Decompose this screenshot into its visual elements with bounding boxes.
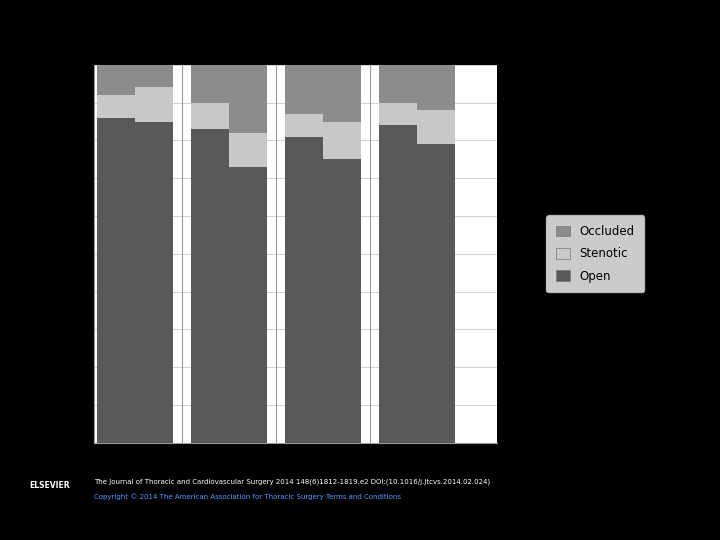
Bar xyxy=(285,137,323,443)
Bar xyxy=(417,144,455,443)
Bar xyxy=(229,167,267,443)
Bar xyxy=(97,65,135,95)
Bar xyxy=(417,110,455,144)
Text: Figure 3: Figure 3 xyxy=(329,19,391,34)
Bar xyxy=(285,65,323,114)
Text: The Journal of Thoracic and Cardiovascular Surgery 2014 148(6)1812-1819.e2 DOI:(: The Journal of Thoracic and Cardiovascul… xyxy=(94,478,490,485)
Bar xyxy=(323,159,361,443)
Bar xyxy=(379,125,417,443)
Bar xyxy=(229,65,267,133)
Text: Copyright © 2014 The American Association for Thoracic Surgery Terms and Conditi: Copyright © 2014 The American Associatio… xyxy=(94,494,400,501)
Bar xyxy=(135,87,174,122)
Bar xyxy=(192,103,229,129)
Bar xyxy=(229,133,267,167)
Bar xyxy=(323,65,361,122)
Legend: Occluded, Stenotic, Open: Occluded, Stenotic, Open xyxy=(546,215,644,292)
Bar xyxy=(135,122,174,443)
Bar xyxy=(285,114,323,137)
Bar xyxy=(379,65,417,103)
Text: ELSEVIER: ELSEVIER xyxy=(29,482,69,490)
Bar xyxy=(323,122,361,159)
Bar xyxy=(97,118,135,443)
Bar xyxy=(135,65,174,87)
Bar xyxy=(97,95,135,118)
Bar xyxy=(192,65,229,103)
Bar xyxy=(379,103,417,125)
Bar xyxy=(417,65,455,110)
Bar xyxy=(192,129,229,443)
